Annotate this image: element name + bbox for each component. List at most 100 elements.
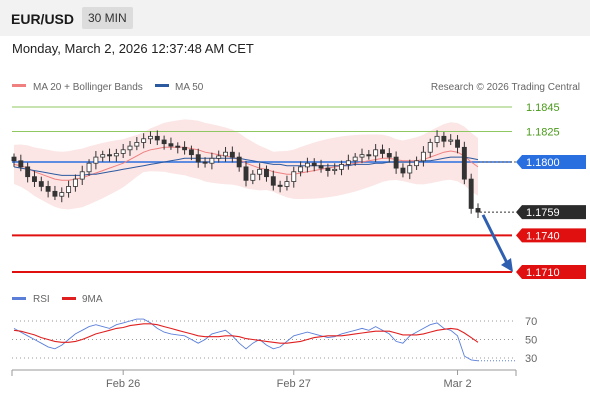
candle xyxy=(345,154,351,170)
candle xyxy=(304,157,310,173)
candle xyxy=(195,148,201,168)
level-tag-1.1759 xyxy=(516,205,586,220)
candle xyxy=(66,180,72,198)
candle xyxy=(168,137,174,150)
rsi-tick-70: 70 xyxy=(525,316,537,328)
candle xyxy=(420,146,426,167)
candle xyxy=(414,156,420,170)
candle xyxy=(72,174,78,192)
ma50-line xyxy=(13,156,479,176)
candle xyxy=(229,146,235,163)
candle xyxy=(93,151,99,170)
level-label-1.1710: 1.1710 xyxy=(526,267,560,279)
candle xyxy=(45,180,51,198)
candle xyxy=(18,154,24,172)
candle xyxy=(134,136,140,151)
datetime-label: Monday, March 2, 2026 12:37:48 AM CET xyxy=(12,41,254,56)
candle xyxy=(250,170,256,185)
symbol-label: EUR/USD xyxy=(11,11,75,27)
candle xyxy=(257,163,263,181)
candle xyxy=(318,159,324,173)
forecast-arrow xyxy=(481,214,513,272)
candle xyxy=(86,159,92,176)
candle xyxy=(455,135,460,154)
candle xyxy=(407,159,413,180)
level-tag-1.1710 xyxy=(516,265,586,279)
candle xyxy=(298,161,304,177)
candle xyxy=(366,149,372,160)
candle xyxy=(188,145,194,161)
candle xyxy=(223,146,228,162)
candle xyxy=(32,170,37,187)
level-tag-1.1800 xyxy=(516,155,586,169)
rsi-tick-50: 50 xyxy=(525,335,537,347)
candle xyxy=(270,170,276,191)
level-label-1.1800: 1.1800 xyxy=(526,157,560,169)
legend-rsi-swatch xyxy=(12,297,26,300)
candle xyxy=(154,130,160,146)
candle xyxy=(332,163,338,175)
candle xyxy=(441,131,447,148)
chart-header: EUR/USD 30 MIN xyxy=(0,0,590,36)
candle xyxy=(243,160,249,187)
legend-ma50-label: MA 50 xyxy=(175,82,204,93)
candle xyxy=(291,166,297,188)
candle xyxy=(475,203,481,218)
rsi-series-RSI xyxy=(13,318,479,362)
forecast-arrow-shaft xyxy=(481,214,509,264)
candle xyxy=(448,134,454,146)
candle xyxy=(236,152,242,172)
legend-ma20-swatch xyxy=(12,84,26,87)
candle xyxy=(264,165,269,182)
candle xyxy=(373,144,379,162)
candle xyxy=(284,175,290,191)
candle xyxy=(325,163,331,177)
time-tick-label: Mar 2 xyxy=(443,378,471,390)
candle xyxy=(461,141,467,185)
candle xyxy=(127,141,133,156)
time-tick-label: Feb 27 xyxy=(277,378,311,390)
candle xyxy=(380,144,385,159)
credit-label: Research © 2026 Trading Central xyxy=(431,82,580,93)
level-label-1.1759: 1.1759 xyxy=(526,207,560,219)
forecast-arrow-head xyxy=(501,258,513,272)
candle xyxy=(141,133,147,149)
candle xyxy=(161,135,167,150)
level-label-1.1740: 1.1740 xyxy=(526,230,560,242)
legend-ma50-swatch xyxy=(155,84,169,87)
candle xyxy=(311,158,317,172)
candle xyxy=(209,152,215,170)
candle xyxy=(59,187,65,203)
candle xyxy=(359,148,365,164)
candle xyxy=(175,142,181,154)
candle xyxy=(202,157,208,168)
candle xyxy=(11,153,17,167)
legend-ma20-label: MA 20 + Bollinger Bands xyxy=(33,82,143,93)
level-label-1.1825: 1.1825 xyxy=(526,126,560,138)
candle xyxy=(100,150,106,162)
level-tag-1.1740 xyxy=(516,228,586,243)
legend-9ma-swatch xyxy=(62,297,76,300)
legend-rsi-label: RSI xyxy=(33,294,50,305)
candle xyxy=(38,176,44,192)
price-levels: 1.1845 1.1825 1.1800 1.1759 1.1740 1.1710 xyxy=(12,102,586,279)
candle xyxy=(79,165,85,185)
candle xyxy=(427,138,433,158)
rsi-tick-30: 30 xyxy=(525,353,537,365)
candle xyxy=(434,130,440,148)
timeframe-button[interactable]: 30 MIN xyxy=(82,7,133,29)
candle xyxy=(148,131,153,145)
time-ticks: Feb 26 Feb 27 Mar 2 xyxy=(106,370,472,390)
candle xyxy=(277,180,283,193)
candle xyxy=(120,143,126,159)
candle xyxy=(25,162,31,183)
candle xyxy=(352,153,358,166)
level-label-1.1845: 1.1845 xyxy=(526,102,560,114)
rsi-pane: 70 50 30 xyxy=(12,316,537,365)
candle xyxy=(339,160,344,176)
candle xyxy=(386,148,392,163)
candle xyxy=(216,150,222,163)
candle xyxy=(400,163,406,178)
rsi-series-9MA xyxy=(13,323,479,344)
